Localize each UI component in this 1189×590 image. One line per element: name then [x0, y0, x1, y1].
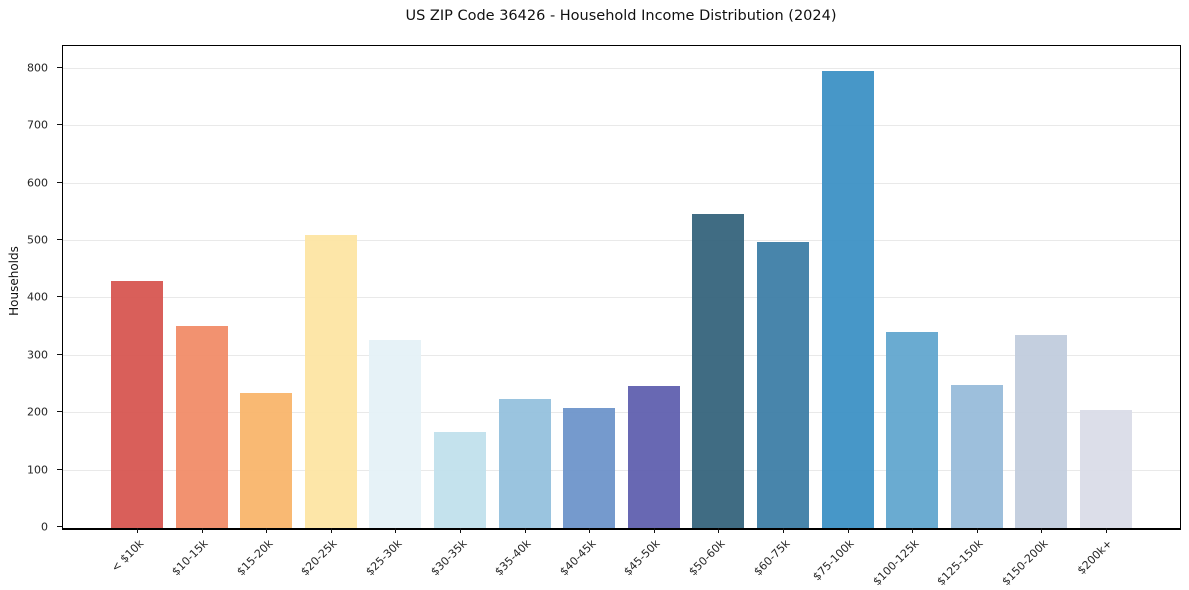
y-tick-label: 500: [27, 233, 48, 247]
x-tick-mark: [459, 528, 461, 533]
bar-$125-150k: [950, 384, 1003, 528]
y-axis: 0 100 200 300 400 500 600 700 800: [0, 45, 62, 534]
x-tick-mark: [718, 528, 720, 533]
bar-$50-60k: [692, 214, 745, 528]
x-tick-mark: [137, 528, 138, 533]
bar-$35-40k: [498, 398, 551, 528]
bars-layer: < $10k $10-15k $15-20k $20-25k $25-30k $30-35…: [63, 46, 1180, 588]
x-tick-mark: [782, 528, 784, 533]
x-tick-label: $75-100k: [810, 537, 857, 584]
bar-slot: $20-25k: [299, 46, 357, 578]
bar-$20-25k: [304, 235, 357, 528]
y-tick-label: 100: [27, 463, 48, 477]
x-tick-mark: [266, 528, 268, 533]
bar-slot: $75-100k: [811, 46, 874, 583]
bar-$25-30k: [369, 339, 422, 528]
y-tick-mark: [57, 66, 62, 68]
x-tick-label: $100-125k: [870, 537, 922, 589]
y-tick-label: 700: [27, 118, 48, 132]
bar-$45-50k: [627, 386, 680, 528]
y-tick-mark: [57, 411, 62, 413]
x-tick-mark: [589, 528, 591, 533]
x-tick-label: $45-50k: [621, 537, 663, 579]
y-tick-label: 800: [27, 61, 48, 75]
bar-slot: $30-35k: [428, 46, 486, 578]
plot-area: < $10k $10-15k $15-20k $20-25k $25-30k $30-35…: [62, 45, 1181, 588]
y-tick-mark: [57, 239, 62, 241]
x-tick-mark: [653, 528, 655, 533]
gridline-y-200: [63, 412, 1180, 414]
bar-slot: $10-15k: [170, 46, 228, 578]
y-tick-label: 200: [27, 405, 48, 419]
y-tick-mark: [57, 181, 62, 183]
x-tick-mark: [847, 528, 849, 533]
x-tick-label: $10-15k: [169, 537, 211, 579]
x-tick-label: $200k+: [1075, 537, 1116, 578]
x-tick-mark: [912, 528, 914, 533]
bar-slot: $150-200k: [999, 46, 1068, 588]
x-tick-label: < $10k: [108, 537, 147, 575]
bar-$15-20k: [240, 392, 293, 528]
bar-slot: $25-30k: [363, 46, 422, 578]
bar-slot: $35-40k: [492, 46, 551, 578]
y-tick-label: 400: [27, 290, 48, 304]
bar-slot: $40-45k: [557, 46, 616, 578]
bar-$200k+: [1079, 410, 1132, 528]
bar-$40-45k: [563, 408, 616, 528]
bar-slot: $100-125k: [870, 46, 939, 588]
x-tick-label: $150-200k: [999, 537, 1051, 589]
bar-slot: $125-150k: [935, 46, 1003, 588]
x-tick-label: $40-45k: [557, 537, 599, 579]
gridline-y-700: [63, 125, 1180, 127]
gridline-y-100: [63, 469, 1180, 471]
x-tick-mark: [524, 528, 526, 533]
chart-title: US ZIP Code 36426 - Household Income Dis…: [405, 8, 837, 24]
y-tick-mark: [57, 526, 62, 527]
bar-$30-35k: [433, 432, 486, 528]
y-tick-label: 0: [41, 520, 48, 534]
x-tick-mark: [1105, 528, 1107, 533]
y-tick-label: 600: [27, 176, 48, 190]
x-tick-mark: [330, 528, 332, 533]
bar-$150-200k: [1015, 334, 1068, 528]
bar-$100-125k: [886, 331, 939, 528]
bar-$75-100k: [821, 70, 874, 528]
x-tick-mark: [201, 528, 203, 533]
x-tick-label: $125-150k: [934, 537, 986, 589]
gridline-y-400: [63, 297, 1180, 299]
y-tick-mark: [57, 353, 62, 355]
y-tick-mark: [57, 296, 62, 298]
bar-$60-75k: [756, 242, 809, 528]
x-tick-label: $25-30k: [363, 537, 405, 579]
x-tick-mark: [976, 528, 978, 533]
y-tick-mark: [57, 124, 62, 126]
x-tick-label: $60-75k: [750, 537, 793, 579]
gridline-y-300: [63, 354, 1180, 356]
x-tick-mark: [395, 528, 397, 533]
x-tick-label: $20-25k: [298, 537, 340, 579]
gridline-y-600: [63, 182, 1180, 184]
gridline-y-500: [63, 240, 1180, 242]
x-tick-label: $35-40k: [492, 537, 534, 579]
bar-slot: $50-60k: [686, 46, 745, 578]
x-tick-label: $15-20k: [234, 537, 276, 579]
bar-$10-15k: [175, 326, 228, 528]
x-tick-label: $30-35k: [427, 537, 470, 579]
bar-< $10k: [111, 281, 163, 528]
x-tick-mark: [1041, 528, 1043, 533]
bar-slot: $200k+: [1075, 46, 1132, 577]
gridline-y-800: [63, 67, 1180, 69]
bar-slot: < $10k: [109, 46, 163, 575]
x-tick-label: $50-60k: [686, 537, 728, 579]
y-tick-mark: [57, 468, 62, 470]
bar-slot: $15-20k: [234, 46, 293, 578]
bar-slot: $45-50k: [622, 46, 680, 578]
bar-slot: $60-75k: [751, 46, 809, 578]
y-tick-label: 300: [27, 348, 48, 362]
